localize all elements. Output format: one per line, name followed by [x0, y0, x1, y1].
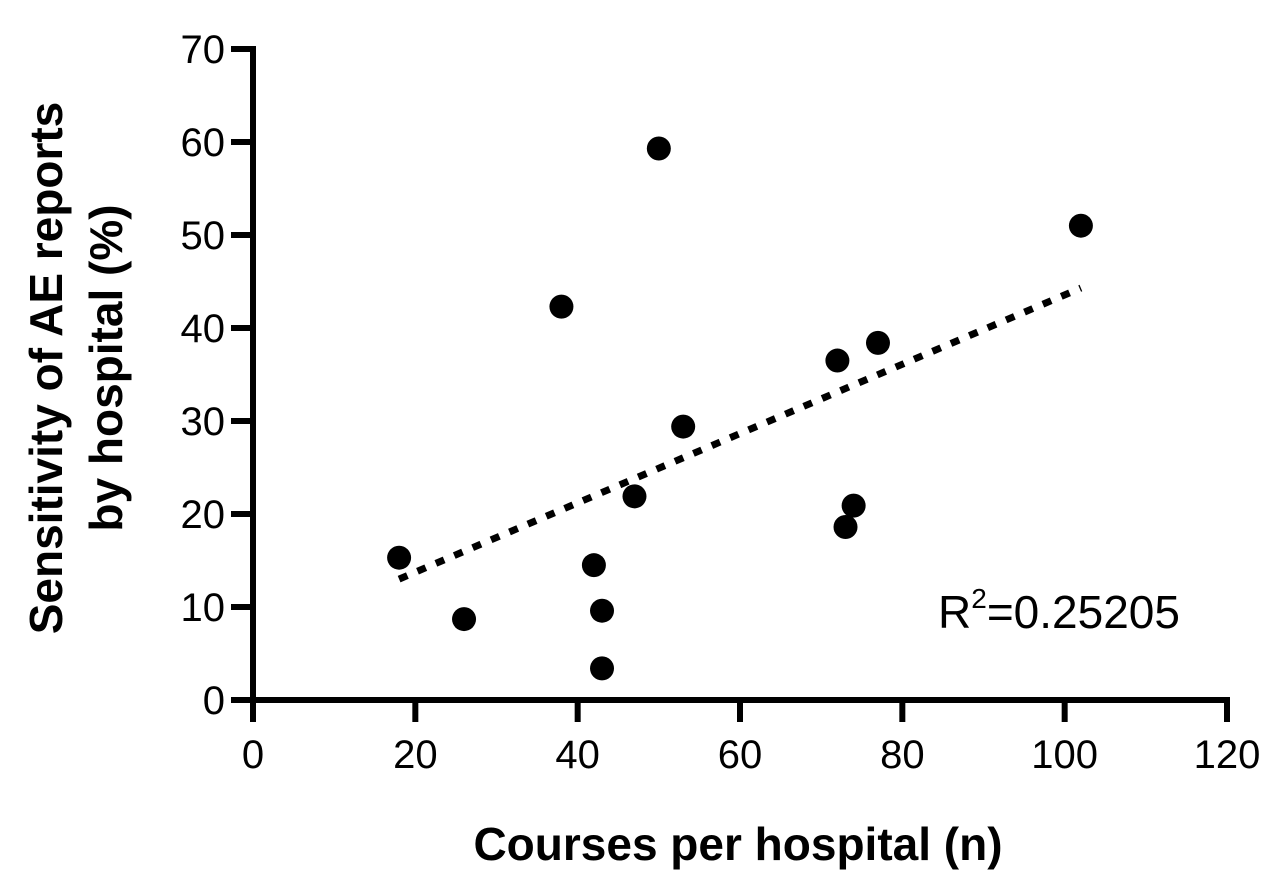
r-squared-value: =0.25205	[987, 586, 1180, 638]
data-point-11	[833, 515, 858, 540]
y-tick-label-0: 0	[203, 679, 225, 723]
r-squared-base: R	[938, 586, 971, 638]
data-point-12	[841, 493, 866, 518]
y-axis-title-line-1: Sensitivity of AE reports	[20, 102, 72, 635]
x-tick-label-60: 60	[718, 733, 763, 777]
data-point-2	[452, 607, 477, 632]
y-tick-label-20: 20	[181, 493, 226, 537]
data-point-13	[865, 330, 890, 355]
data-point-7	[622, 484, 647, 509]
ticks: 0 10 20 30 40 50 60 70 0 20 40 60 80 100 120	[181, 28, 1261, 777]
y-tick-label-60: 60	[181, 121, 226, 165]
y-tick-label-50: 50	[181, 214, 226, 258]
data-point-8	[646, 136, 671, 161]
x-tick-label-80: 80	[880, 733, 925, 777]
data-point-5	[590, 598, 615, 623]
data-point-6	[590, 656, 615, 681]
data-point-10	[825, 348, 850, 373]
y-tick-label-70: 70	[181, 28, 226, 72]
data-point-4	[581, 553, 606, 578]
x-tick-label-100: 100	[1031, 733, 1098, 777]
x-tick-label-40: 40	[555, 733, 600, 777]
y-tick-label-10: 10	[181, 586, 226, 630]
y-tick-label-40: 40	[181, 307, 226, 351]
data-point-3	[549, 294, 574, 319]
y-axis-title-line-2: by hospital (%)	[80, 204, 132, 531]
y-tick-label-30: 30	[181, 400, 226, 444]
trendline	[397, 284, 1083, 583]
x-tick-label-20: 20	[393, 733, 438, 777]
data-point-14	[1068, 213, 1093, 238]
r-squared-superscript: 2	[971, 583, 987, 614]
trendline-group	[397, 284, 1083, 583]
data-points	[387, 136, 1093, 681]
r-squared-annotation: R2=0.25205	[938, 583, 1180, 638]
y-axis-title: Sensitivity of AE reports by hospital (%…	[20, 102, 132, 635]
data-point-9	[671, 414, 696, 439]
x-axis-title: Courses per hospital (n)	[473, 818, 1002, 870]
x-tick-label-0: 0	[242, 733, 264, 777]
data-point-1	[387, 545, 412, 570]
x-tick-label-120: 120	[1194, 733, 1261, 777]
